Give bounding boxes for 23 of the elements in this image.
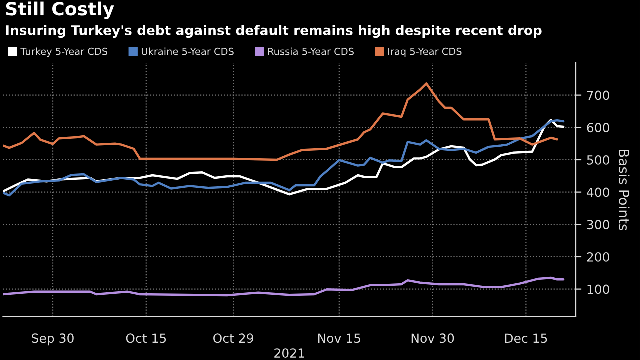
y-tick-label: 500 <box>587 155 610 165</box>
y-axis-title: Basis Points <box>618 150 630 230</box>
chart-subtitle: Insuring Turkey's debt against default remains high despite recent drop <box>6 25 542 38</box>
y-tick-label: 300 <box>587 220 610 230</box>
x-tick-label: Oct 29 <box>214 334 254 344</box>
y-tick-label: 600 <box>587 123 610 133</box>
x-tick-label: Nov 30 <box>412 334 454 344</box>
y-tick-label: 200 <box>587 252 610 262</box>
y-tick-label: 100 <box>588 284 610 294</box>
legend-label: Ukraine 5-Year CDS <box>142 48 234 56</box>
chart-title: Still Costly <box>6 2 114 20</box>
y-tick-label: 400 <box>587 188 610 198</box>
legend-label: Russia 5-Year CDS <box>268 48 354 56</box>
x-tick-label: Nov 15 <box>318 334 360 344</box>
legend-label: Iraq 5-Year CDS <box>388 48 462 58</box>
x-tick-label: Dec 15 <box>505 334 548 344</box>
y-tick-label: 700 <box>587 90 610 100</box>
x-tick-label: Sep 30 <box>32 334 74 346</box>
x-tick-label: Oct 15 <box>126 334 166 344</box>
x-axis-title: 2021 <box>274 348 304 358</box>
line-series <box>3 82 558 162</box>
legend-label: Turkey 5-Year CDS <box>20 48 108 58</box>
line-series <box>3 276 565 297</box>
